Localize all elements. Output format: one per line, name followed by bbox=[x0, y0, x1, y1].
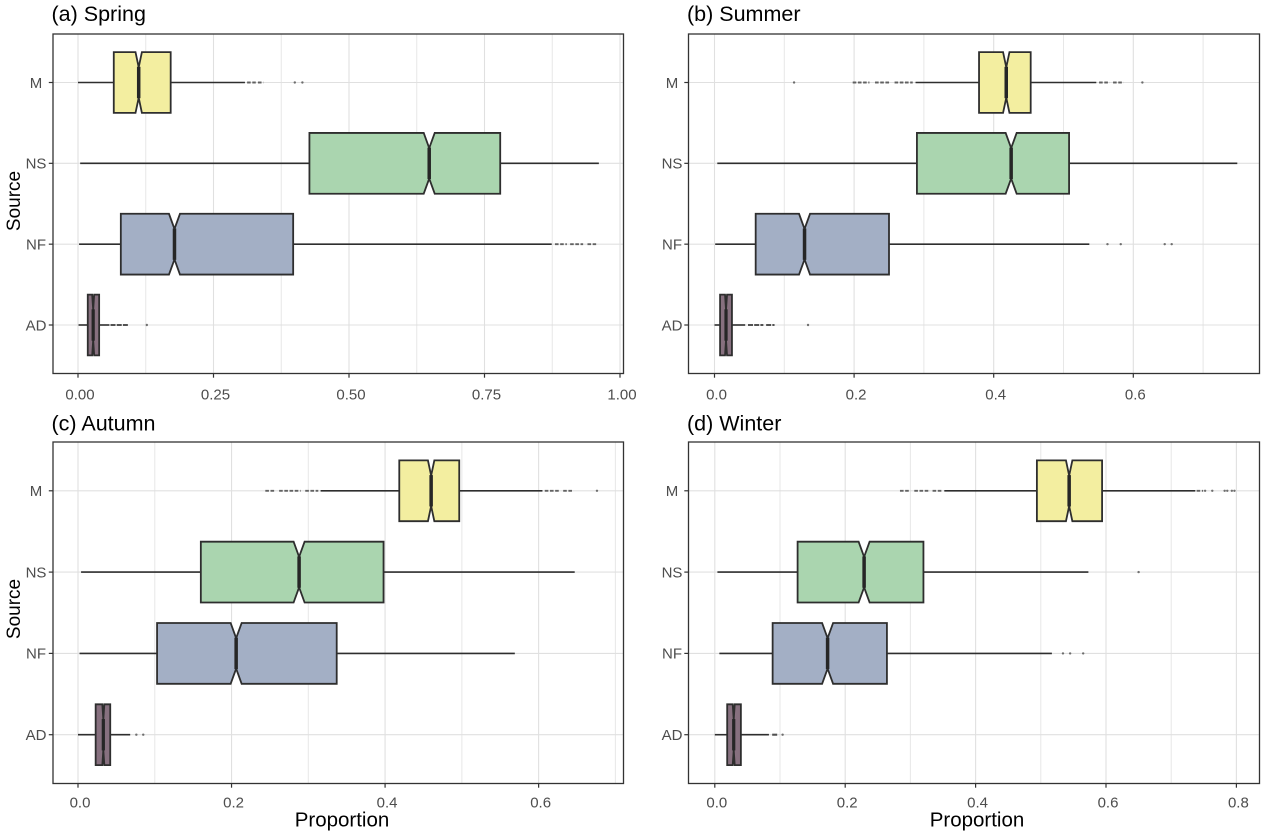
svg-text:AD: AD bbox=[26, 727, 47, 744]
svg-text:0.4: 0.4 bbox=[985, 387, 1006, 404]
svg-text:M: M bbox=[30, 75, 43, 92]
svg-text:0.6: 0.6 bbox=[530, 795, 551, 812]
svg-text:1.00: 1.00 bbox=[607, 387, 636, 404]
svg-text:(b) Summer: (b) Summer bbox=[687, 2, 800, 26]
svg-text:AD: AD bbox=[662, 727, 683, 744]
svg-text:0.8: 0.8 bbox=[1228, 795, 1249, 812]
svg-text:0.6: 0.6 bbox=[1125, 387, 1146, 404]
svg-text:M: M bbox=[666, 483, 679, 500]
svg-text:AD: AD bbox=[26, 317, 47, 334]
svg-text:NF: NF bbox=[26, 236, 46, 253]
svg-text:0.0: 0.0 bbox=[70, 795, 91, 812]
svg-text:Proportion: Proportion bbox=[930, 809, 1025, 832]
svg-text:0.2: 0.2 bbox=[223, 795, 244, 812]
svg-text:M: M bbox=[666, 75, 679, 92]
svg-text:NS: NS bbox=[662, 156, 683, 173]
svg-text:0.0: 0.0 bbox=[706, 795, 727, 812]
svg-text:NF: NF bbox=[26, 646, 46, 663]
svg-text:NS: NS bbox=[26, 156, 47, 173]
svg-text:0.25: 0.25 bbox=[201, 387, 230, 404]
svg-text:0.2: 0.2 bbox=[846, 387, 867, 404]
svg-text:(c) Autumn: (c) Autumn bbox=[52, 412, 156, 436]
svg-text:AD: AD bbox=[662, 317, 683, 334]
svg-text:(a) Spring: (a) Spring bbox=[52, 2, 146, 26]
svg-text:M: M bbox=[30, 483, 43, 500]
svg-text:0.00: 0.00 bbox=[65, 387, 94, 404]
svg-text:0.4: 0.4 bbox=[967, 795, 988, 812]
svg-text:0.4: 0.4 bbox=[377, 795, 398, 812]
svg-text:NS: NS bbox=[26, 564, 47, 581]
svg-text:0.75: 0.75 bbox=[472, 387, 501, 404]
svg-text:Source: Source bbox=[4, 171, 25, 231]
svg-text:NS: NS bbox=[662, 564, 683, 581]
svg-text:Source: Source bbox=[4, 579, 25, 639]
svg-text:0.2: 0.2 bbox=[837, 795, 858, 812]
svg-text:Proportion: Proportion bbox=[295, 809, 390, 832]
svg-text:0.6: 0.6 bbox=[1098, 795, 1119, 812]
svg-text:NF: NF bbox=[662, 236, 682, 253]
svg-text:0.0: 0.0 bbox=[706, 387, 727, 404]
svg-text:NF: NF bbox=[662, 646, 682, 663]
svg-text:(d) Winter: (d) Winter bbox=[687, 412, 781, 436]
svg-text:0.50: 0.50 bbox=[336, 387, 365, 404]
